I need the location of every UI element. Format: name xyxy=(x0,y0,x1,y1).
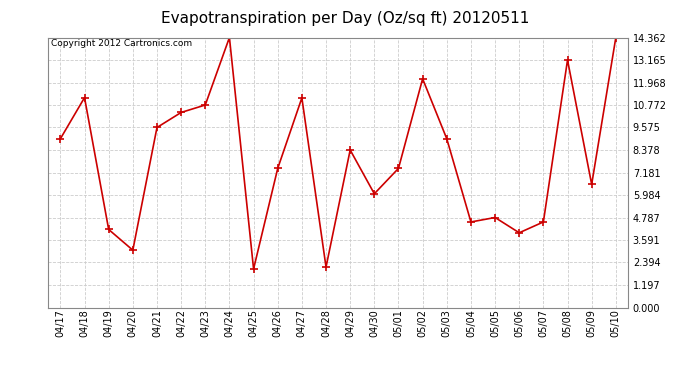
Text: Evapotranspiration per Day (Oz/sq ft) 20120511: Evapotranspiration per Day (Oz/sq ft) 20… xyxy=(161,11,529,26)
Text: Copyright 2012 Cartronics.com: Copyright 2012 Cartronics.com xyxy=(51,39,193,48)
